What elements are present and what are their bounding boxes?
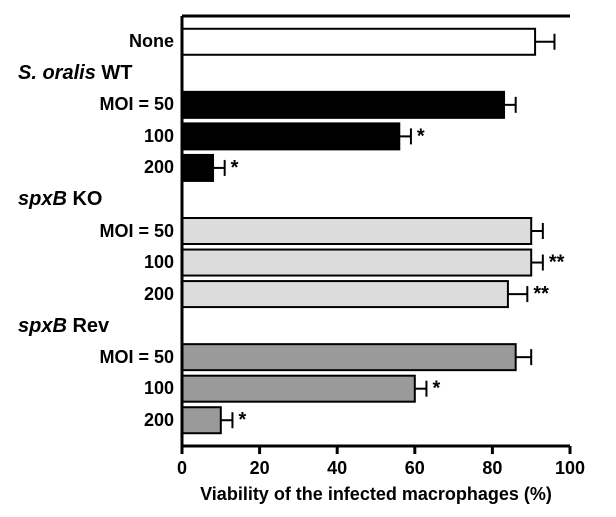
bar — [182, 92, 504, 118]
x-axis-label: Viability of the infected macrophages (%… — [200, 484, 552, 504]
row-label: None — [129, 31, 174, 52]
bar — [182, 250, 531, 276]
significance-marker: * — [238, 409, 246, 431]
significance-marker: * — [432, 378, 440, 400]
significance-marker: ** — [533, 283, 549, 305]
bar — [182, 218, 531, 244]
bar — [182, 155, 213, 181]
bar — [182, 123, 399, 149]
row-label: 200 — [144, 410, 174, 431]
significance-marker: * — [417, 125, 425, 147]
bar — [182, 29, 535, 55]
bar — [182, 376, 415, 402]
row-label: 100 — [144, 378, 174, 399]
row-label: 100 — [144, 126, 174, 147]
row-label: 200 — [144, 157, 174, 178]
group-title: spxB KO — [18, 188, 102, 211]
row-label: 100 — [144, 252, 174, 273]
bar — [182, 407, 221, 433]
x-tick-label: 100 — [555, 458, 585, 478]
row-label: MOI = 50 — [99, 94, 174, 115]
row-label: 200 — [144, 284, 174, 305]
group-title: S. oralis WT — [18, 62, 132, 85]
x-tick-label: 0 — [177, 458, 187, 478]
bar — [182, 281, 508, 307]
bar — [182, 344, 516, 370]
significance-marker: * — [231, 157, 239, 179]
row-label: MOI = 50 — [99, 347, 174, 368]
group-title: spxB Rev — [18, 315, 109, 338]
x-tick-label: 20 — [250, 458, 270, 478]
row-label: MOI = 50 — [99, 221, 174, 242]
x-tick-label: 60 — [405, 458, 425, 478]
x-tick-label: 40 — [327, 458, 347, 478]
significance-marker: ** — [549, 252, 565, 274]
x-tick-label: 80 — [482, 458, 502, 478]
